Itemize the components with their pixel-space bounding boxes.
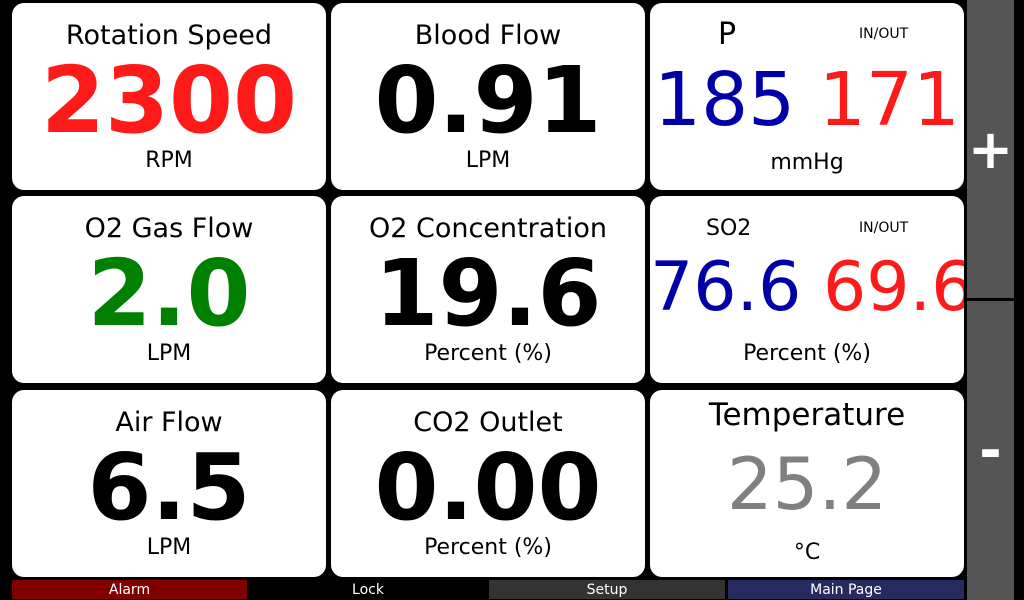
so2-values: 76.6 69.6 bbox=[650, 254, 964, 322]
pressure-tile[interactable]: P IN/OUT 185 171 mmHg bbox=[650, 3, 964, 190]
temperature-label: Temperature bbox=[708, 397, 906, 433]
rotation-speed-label: Rotation Speed bbox=[65, 20, 273, 51]
co2-outlet-tile[interactable]: CO2 Outlet 0.00 Percent (%) bbox=[331, 390, 645, 577]
so2-in-out-tag: IN/OUT bbox=[859, 220, 909, 236]
o2-concentration-tile[interactable]: O2 Concentration 19.6 Percent (%) bbox=[331, 196, 645, 383]
alarm-button[interactable]: Alarm bbox=[12, 580, 247, 599]
lock-button[interactable]: Lock bbox=[250, 580, 486, 599]
so2-tile[interactable]: SO2 IN/OUT 76.6 69.6 Percent (%) bbox=[650, 196, 964, 383]
rotation-speed-unit: RPM bbox=[145, 148, 193, 173]
co2-outlet-unit: Percent (%) bbox=[424, 535, 552, 560]
main-page-button[interactable]: Main Page bbox=[728, 580, 964, 599]
pressure-in-value: 185 bbox=[653, 57, 796, 143]
temperature-tile[interactable]: Temperature 25.2 °C bbox=[650, 390, 964, 577]
co2-outlet-value: 0.00 bbox=[374, 434, 602, 541]
so2-unit: Percent (%) bbox=[743, 341, 871, 366]
pressure-in-out-tag: IN/OUT bbox=[859, 26, 909, 42]
blood-flow-value: 0.91 bbox=[374, 47, 602, 154]
blood-flow-tile[interactable]: Blood Flow 0.91 LPM bbox=[331, 3, 645, 190]
o2-concentration-value: 19.6 bbox=[374, 240, 602, 347]
temperature-unit: °C bbox=[793, 540, 821, 565]
increase-button[interactable]: + bbox=[967, 0, 1014, 298]
blood-flow-label: Blood Flow bbox=[414, 20, 562, 51]
air-flow-unit: LPM bbox=[146, 535, 192, 560]
air-flow-label: Air Flow bbox=[115, 407, 223, 438]
o2-concentration-label: O2 Concentration bbox=[368, 213, 608, 244]
air-flow-tile[interactable]: Air Flow 6.5 LPM bbox=[12, 390, 326, 577]
blood-flow-unit: LPM bbox=[465, 148, 511, 173]
o2-gas-flow-unit: LPM bbox=[146, 341, 192, 366]
o2-gas-flow-label: O2 Gas Flow bbox=[84, 213, 254, 244]
o2-concentration-unit: Percent (%) bbox=[424, 341, 552, 366]
so2-in-value: 76.6 bbox=[650, 248, 802, 327]
air-flow-value: 6.5 bbox=[87, 434, 251, 541]
co2-outlet-label: CO2 Outlet bbox=[413, 407, 563, 438]
so2-out-value: 69.6 bbox=[823, 248, 964, 327]
o2-gas-flow-tile[interactable]: O2 Gas Flow 2.0 LPM bbox=[12, 196, 326, 383]
temperature-value: 25.2 bbox=[726, 442, 888, 526]
rotation-speed-tile[interactable]: Rotation Speed 2300 RPM bbox=[12, 3, 326, 190]
pressure-unit: mmHg bbox=[770, 150, 844, 175]
rotation-speed-value: 2300 bbox=[40, 47, 298, 154]
pressure-values: 185 171 bbox=[650, 63, 964, 137]
so2-label: SO2 bbox=[706, 216, 752, 241]
decrease-button[interactable]: - bbox=[967, 301, 1014, 600]
setup-button[interactable]: Setup bbox=[489, 580, 725, 599]
o2-gas-flow-value: 2.0 bbox=[87, 240, 251, 347]
pressure-label: P bbox=[718, 17, 737, 52]
pressure-out-value: 171 bbox=[818, 57, 961, 143]
